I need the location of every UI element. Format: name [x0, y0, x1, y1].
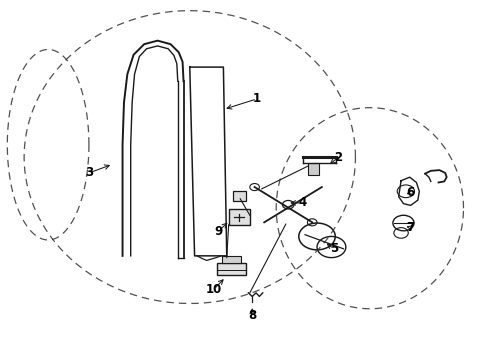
- Bar: [233, 191, 246, 201]
- Text: 4: 4: [298, 197, 307, 210]
- Text: 6: 6: [407, 186, 415, 199]
- Text: 7: 7: [407, 221, 415, 234]
- Text: 2: 2: [335, 150, 343, 163]
- Text: 1: 1: [253, 93, 261, 105]
- Text: 5: 5: [330, 242, 338, 255]
- Bar: [229, 209, 250, 225]
- Text: 10: 10: [206, 283, 222, 296]
- Bar: [308, 163, 319, 175]
- Text: 8: 8: [248, 309, 256, 322]
- Bar: [217, 263, 246, 275]
- Bar: [222, 256, 241, 263]
- Text: 3: 3: [85, 166, 93, 179]
- Text: 9: 9: [215, 225, 223, 238]
